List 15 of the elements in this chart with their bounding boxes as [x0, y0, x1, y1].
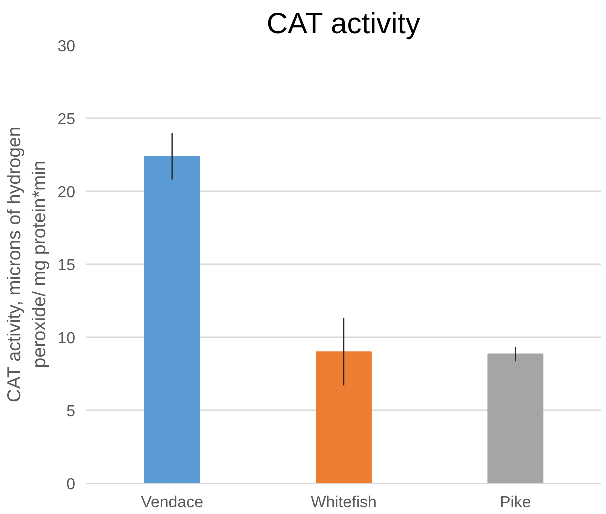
bar [488, 354, 544, 484]
x-tick-label: Pike [500, 494, 532, 512]
y-axis-title: CAT activity, microns of hydrogen peroxide/ mg protein*min [4, 126, 50, 403]
chart-title: CAT activity [266, 8, 421, 40]
y-tick-label: 25 [58, 112, 76, 128]
x-tick-label: Vendace [141, 494, 204, 512]
y-tick-label: 15 [58, 258, 76, 274]
y-tick-label: 0 [66, 476, 76, 494]
y-tick-label: 30 [58, 38, 76, 56]
y-tick-label: 20 [58, 184, 76, 202]
bar [144, 156, 200, 484]
y-tick-label: 10 [58, 330, 76, 348]
bar [316, 352, 372, 484]
y-tick-label: 5 [66, 404, 76, 420]
x-tick-label: Whitefish [311, 494, 377, 512]
